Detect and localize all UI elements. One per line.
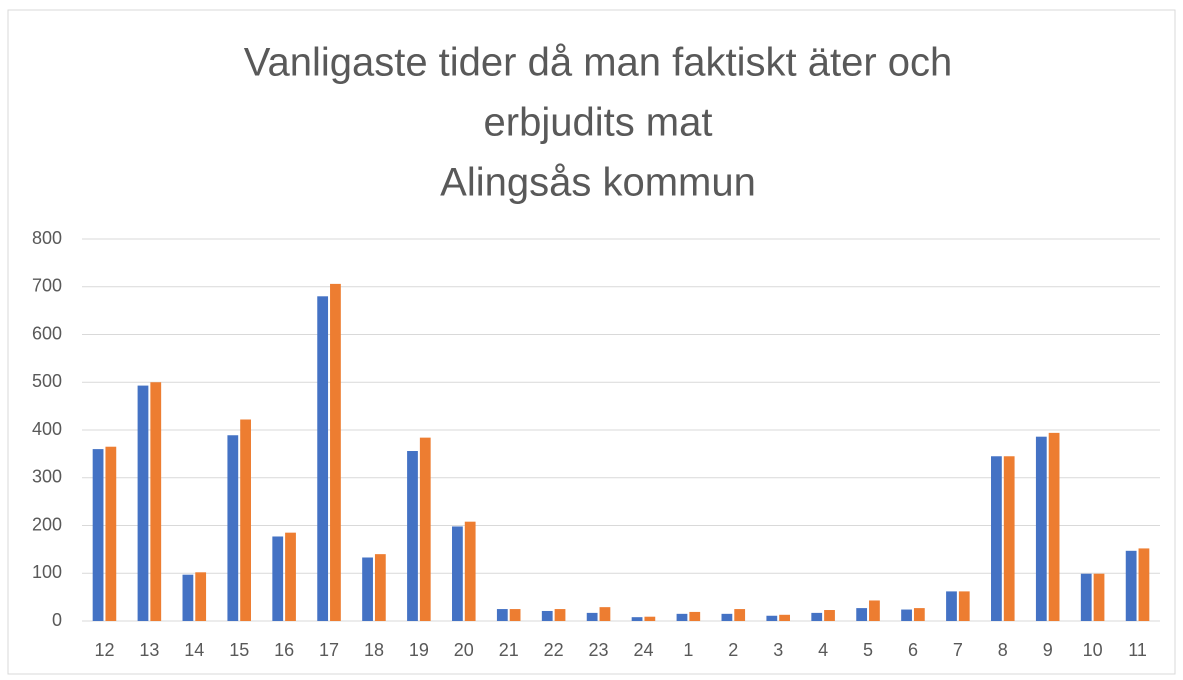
bar (958, 591, 970, 621)
x-tick-label: 19 (409, 640, 429, 660)
x-tick-label: 15 (229, 640, 249, 660)
bar (644, 616, 656, 621)
chart-title: Vanligaste tider då man faktiskt äter oc… (244, 41, 953, 85)
bar (599, 607, 611, 621)
bar (734, 609, 746, 621)
bar (272, 536, 284, 621)
x-tick-label: 9 (1043, 640, 1053, 660)
bar (913, 608, 925, 621)
y-tick-label: 100 (32, 562, 62, 582)
x-tick-label: 13 (139, 640, 159, 660)
x-tick-label: 18 (364, 640, 384, 660)
bar (509, 609, 521, 621)
bar (137, 385, 149, 621)
bar (182, 574, 194, 621)
bar (766, 615, 778, 621)
x-tick-label: 14 (184, 640, 204, 660)
x-tick-label: 3 (773, 640, 783, 660)
bar (1080, 573, 1092, 621)
bar (869, 600, 880, 621)
bar (676, 613, 688, 621)
y-tick-label: 600 (32, 323, 62, 343)
chart-title: erbjudits mat (484, 101, 713, 145)
bar (150, 382, 162, 621)
bar (856, 608, 868, 621)
bar (407, 451, 418, 621)
chart-border (7, 9, 1176, 675)
bar (631, 617, 643, 621)
bar (374, 554, 386, 621)
bar (811, 612, 823, 621)
bar (541, 610, 553, 621)
x-tick-label: 23 (589, 640, 609, 660)
bar (554, 609, 566, 621)
x-tick-label: 7 (953, 640, 963, 660)
bar (1093, 573, 1105, 621)
bar (1035, 436, 1047, 621)
x-tick-label: 1 (683, 640, 693, 660)
x-tick-label: 4 (818, 640, 828, 660)
bar (317, 296, 329, 621)
bar (419, 437, 431, 621)
bar (1125, 550, 1137, 621)
y-tick-label: 200 (32, 514, 62, 534)
bar (240, 419, 251, 621)
bar (464, 521, 476, 621)
bar (946, 591, 957, 621)
x-tick-label: 22 (544, 640, 564, 660)
y-tick-label: 800 (32, 228, 62, 248)
x-tick-label: 17 (319, 640, 339, 660)
y-tick-label: 700 (32, 276, 62, 296)
bar (227, 435, 239, 621)
x-tick-label: 24 (633, 640, 653, 660)
y-tick-label: 0 (52, 610, 62, 630)
bar (991, 456, 1002, 621)
bar (1048, 432, 1060, 621)
bar (496, 609, 508, 621)
y-tick-label: 500 (32, 371, 62, 391)
bar (362, 557, 373, 621)
bar (195, 572, 207, 621)
x-tick-label: 5 (863, 640, 873, 660)
bar (105, 446, 117, 621)
bar (452, 526, 463, 621)
bar (901, 609, 912, 621)
chart-title: Alingsås kommun (440, 161, 756, 205)
bar (285, 532, 296, 621)
bar (689, 611, 701, 621)
bar (330, 283, 341, 621)
x-tick-label: 11 (1128, 640, 1147, 660)
x-tick-label: 20 (454, 640, 474, 660)
x-tick-label: 8 (998, 640, 1008, 660)
x-tick-label: 21 (499, 640, 519, 660)
x-tick-label: 12 (94, 640, 114, 660)
bar (92, 449, 104, 621)
bar (1138, 548, 1150, 621)
y-tick-label: 300 (32, 467, 62, 487)
bar (721, 613, 733, 621)
bar (586, 612, 598, 621)
x-tick-label: 16 (274, 640, 294, 660)
bar (779, 614, 790, 621)
y-tick-label: 400 (32, 419, 62, 439)
bar (824, 610, 835, 621)
x-tick-label: 6 (908, 640, 918, 660)
x-tick-label: 2 (728, 640, 738, 660)
bar (1003, 456, 1015, 621)
x-tick-label: 10 (1083, 640, 1103, 660)
